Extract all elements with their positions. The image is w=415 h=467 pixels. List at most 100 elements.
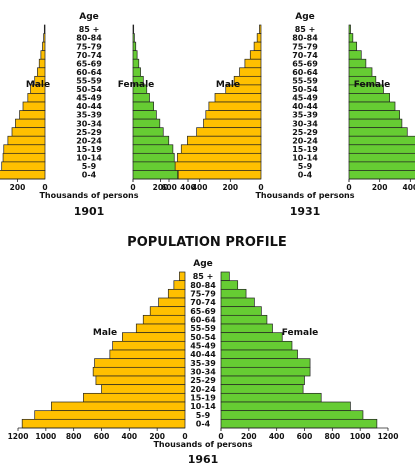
age-group-label: 30-34	[292, 119, 318, 128]
x-tick-label: 400	[180, 183, 196, 192]
x-tick-label: 600	[297, 432, 313, 441]
age-group-label: 75-79	[190, 290, 216, 299]
female-bar	[348, 50, 362, 60]
female-bar	[220, 280, 239, 290]
male-bar	[179, 271, 186, 282]
age-group-label: 10-14	[292, 153, 318, 162]
male-bar	[83, 392, 186, 403]
age-group-label: 30-34	[76, 119, 102, 128]
male-bar	[253, 41, 262, 52]
female-bar	[348, 101, 396, 111]
age-group-label: 5-9	[82, 162, 97, 171]
female-bar	[132, 161, 176, 171]
age-group-label: 80-84	[292, 34, 318, 43]
male-bar	[122, 332, 186, 342]
age-group-label: 75-79	[76, 42, 102, 51]
male-bar	[51, 401, 186, 412]
female-bar	[132, 58, 140, 69]
age-group-label: 0-4	[196, 420, 211, 429]
male-bar	[7, 135, 46, 146]
age-group-label: 50-54	[76, 85, 102, 94]
x-tick-label: 1000	[35, 432, 56, 441]
male-bar	[208, 101, 262, 111]
age-group-label: 15-19	[292, 145, 318, 154]
male-bar	[95, 375, 186, 386]
female-bar	[348, 41, 358, 52]
male-bar	[109, 349, 186, 360]
age-group-label: 10-14	[76, 153, 102, 162]
male-bar	[203, 118, 262, 129]
female-bar	[348, 144, 415, 154]
female-bar	[220, 384, 304, 394]
age-group-label: 45-49	[190, 342, 216, 351]
male-bar	[92, 366, 186, 377]
female-bar	[220, 323, 273, 334]
female-bar	[132, 118, 161, 129]
x-axis-label: Thousands of persons	[39, 191, 138, 200]
female-bar	[220, 401, 351, 412]
male-series-label: Male	[93, 328, 117, 338]
age-group-label: 75-79	[292, 42, 318, 51]
female-bar	[132, 135, 170, 146]
male-bar	[21, 418, 186, 429]
female-bar	[348, 127, 408, 137]
male-bar	[0, 170, 46, 180]
pyramid-1931: 85 +80-8475-7970-7465-6960-6455-5950-544…	[161, 12, 415, 218]
x-tick-label: 0	[130, 183, 135, 192]
year-caption: 1961	[188, 453, 219, 466]
age-group-label: 60-64	[190, 316, 216, 325]
age-group-label: 65-69	[190, 307, 216, 316]
male-bar	[11, 127, 46, 137]
male-bar	[244, 58, 262, 69]
age-group-label: 50-54	[292, 85, 318, 94]
x-tick-label: 400	[122, 432, 138, 441]
female-bar	[220, 375, 305, 386]
female-bar	[348, 161, 415, 171]
x-tick-label: 200	[223, 183, 239, 192]
age-axis-label: Age	[79, 12, 99, 22]
age-group-label: 80-84	[76, 34, 102, 43]
male-bar	[42, 41, 46, 52]
age-axis-label: Age	[295, 12, 315, 22]
age-group-label: 40-44	[76, 102, 102, 111]
age-group-label: 85 +	[193, 272, 214, 281]
age-group-label: 15-19	[76, 145, 102, 154]
x-tick-label: 1200	[8, 432, 29, 441]
age-group-label: 40-44	[190, 350, 216, 359]
female-bar	[220, 288, 247, 299]
x-tick-label: 0	[258, 183, 263, 192]
female-bar	[132, 50, 138, 60]
age-group-label: 0-4	[298, 171, 313, 180]
age-group-label: 20-24	[190, 385, 216, 394]
female-bar	[132, 93, 150, 103]
age-group-label: 35-39	[292, 111, 318, 120]
x-tick-label: 600	[161, 183, 177, 192]
male-bar	[149, 306, 186, 316]
age-group-label: 25-29	[76, 128, 102, 137]
female-bar	[348, 135, 415, 146]
age-group-label: 20-24	[292, 136, 318, 145]
male-bar	[187, 135, 262, 146]
x-tick-label: 200	[153, 183, 169, 192]
year-caption: 1931	[290, 205, 321, 218]
age-group-label: 25-29	[292, 128, 318, 137]
x-tick-label: 800	[325, 432, 341, 441]
female-bar	[132, 67, 141, 77]
x-tick-label: 0	[182, 432, 187, 441]
male-bar	[43, 33, 46, 43]
male-bar	[174, 161, 262, 171]
x-axis-label: Thousands of persons	[153, 440, 252, 449]
female-bar	[220, 349, 298, 360]
x-tick-label: 0	[218, 432, 223, 441]
male-series-label: Male	[216, 80, 240, 90]
male-bar	[177, 152, 262, 163]
male-bar	[2, 152, 46, 163]
male-bar	[214, 93, 262, 103]
age-group-label: 55-59	[190, 324, 216, 333]
age-group-label: 5-9	[298, 162, 313, 171]
age-group-label: 85 +	[79, 25, 100, 34]
male-bar	[34, 410, 186, 420]
male-bar	[3, 144, 46, 154]
female-bar	[220, 410, 364, 420]
